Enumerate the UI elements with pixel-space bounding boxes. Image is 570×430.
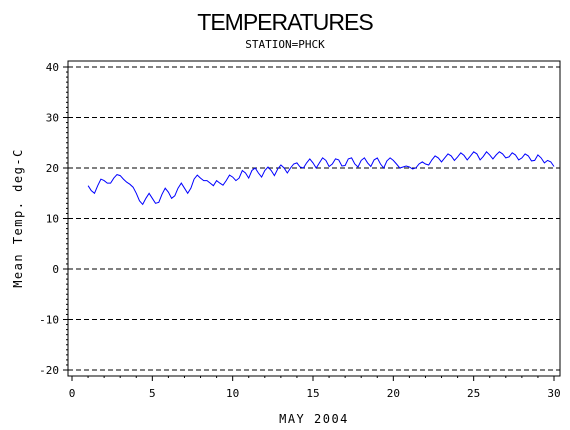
- y-axis-label: Mean Temp. deg-C: [11, 148, 25, 288]
- x-tick-label: 20: [387, 387, 400, 400]
- chart-subtitle: STATION=PHCK: [245, 38, 325, 51]
- y-tick-label: -10: [39, 314, 59, 327]
- x-tick-label: 10: [226, 387, 239, 400]
- y-tick-label: 20: [46, 162, 59, 175]
- y-tick-label: 0: [52, 263, 59, 276]
- gridlines: [68, 66, 560, 371]
- y-tick-label: 30: [46, 112, 59, 125]
- x-tick-label: 5: [149, 387, 156, 400]
- y-tick-label: 40: [46, 61, 59, 74]
- axes: -20 -10 0 10 20 30 40 0 5 10 15 20 25 30: [39, 60, 561, 400]
- series-line: [87, 151, 555, 206]
- chart-title: TEMPERATURES: [197, 9, 373, 35]
- x-tick-label: 15: [306, 387, 319, 400]
- y-tick-label: 10: [46, 213, 59, 226]
- x-axis-label: MAY 2004: [279, 412, 349, 426]
- x-tick-label: 0: [69, 387, 76, 400]
- x-tick-label: 25: [467, 387, 480, 400]
- y-tick-label: -20: [39, 364, 59, 377]
- series-layer: [87, 151, 555, 206]
- x-tick-label: 30: [547, 387, 560, 400]
